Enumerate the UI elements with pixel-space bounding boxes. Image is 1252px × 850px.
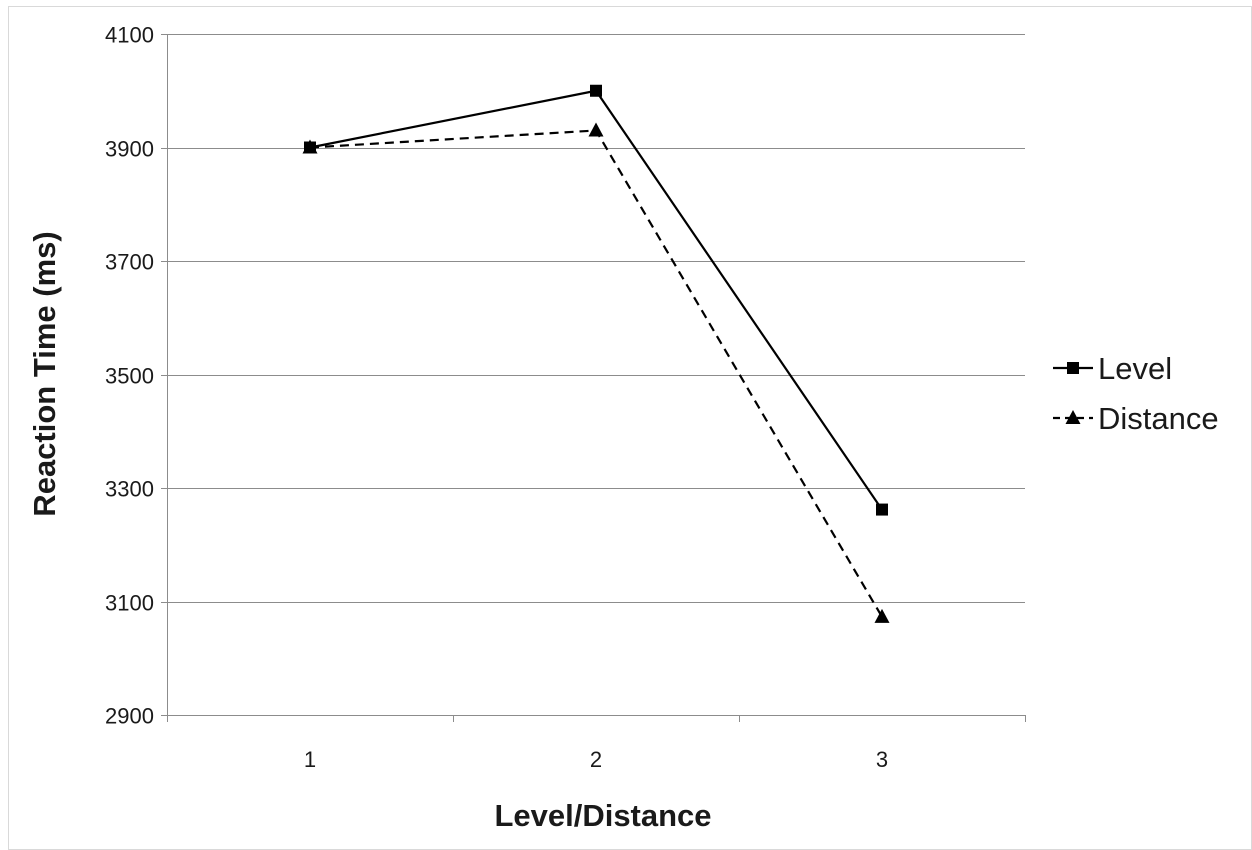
x-tick-label: 2 [590, 747, 602, 772]
y-axis-label: Reaction Time (ms) [27, 231, 62, 516]
legend-label: Level [1098, 351, 1172, 386]
data-point-level [590, 84, 602, 97]
legend: Level Distance [1053, 351, 1219, 436]
y-tick-label: 4100 [105, 23, 154, 48]
y-tick-label: 3500 [105, 364, 154, 389]
data-point-level [304, 141, 316, 154]
x-tick-label: 3 [876, 747, 888, 772]
legend-item-level: Level [1053, 351, 1172, 386]
legend-item-distance: Distance [1053, 401, 1219, 436]
legend-label: Distance [1098, 401, 1219, 436]
x-tick-label: 1 [304, 747, 316, 772]
legend-marker [1067, 362, 1079, 374]
data-point-level [876, 503, 888, 516]
data-point-distance [588, 122, 604, 137]
y-tick-label: 3700 [105, 250, 154, 275]
series [302, 84, 890, 623]
y-tick-label: 3100 [105, 591, 154, 616]
legend-marker [1065, 410, 1081, 424]
y-tick-label: 3300 [105, 477, 154, 502]
y-tick-label: 2900 [105, 704, 154, 729]
series-level [304, 84, 888, 516]
tick-labels: 2900 3100 3300 3500 3700 3900 4100 1 2 3 [105, 23, 888, 773]
y-tick-label: 3900 [105, 137, 154, 162]
chart-border [8, 6, 1252, 850]
data-point-distance [874, 608, 890, 623]
axes [161, 34, 1026, 722]
x-axis-label: Level/Distance [494, 798, 711, 833]
